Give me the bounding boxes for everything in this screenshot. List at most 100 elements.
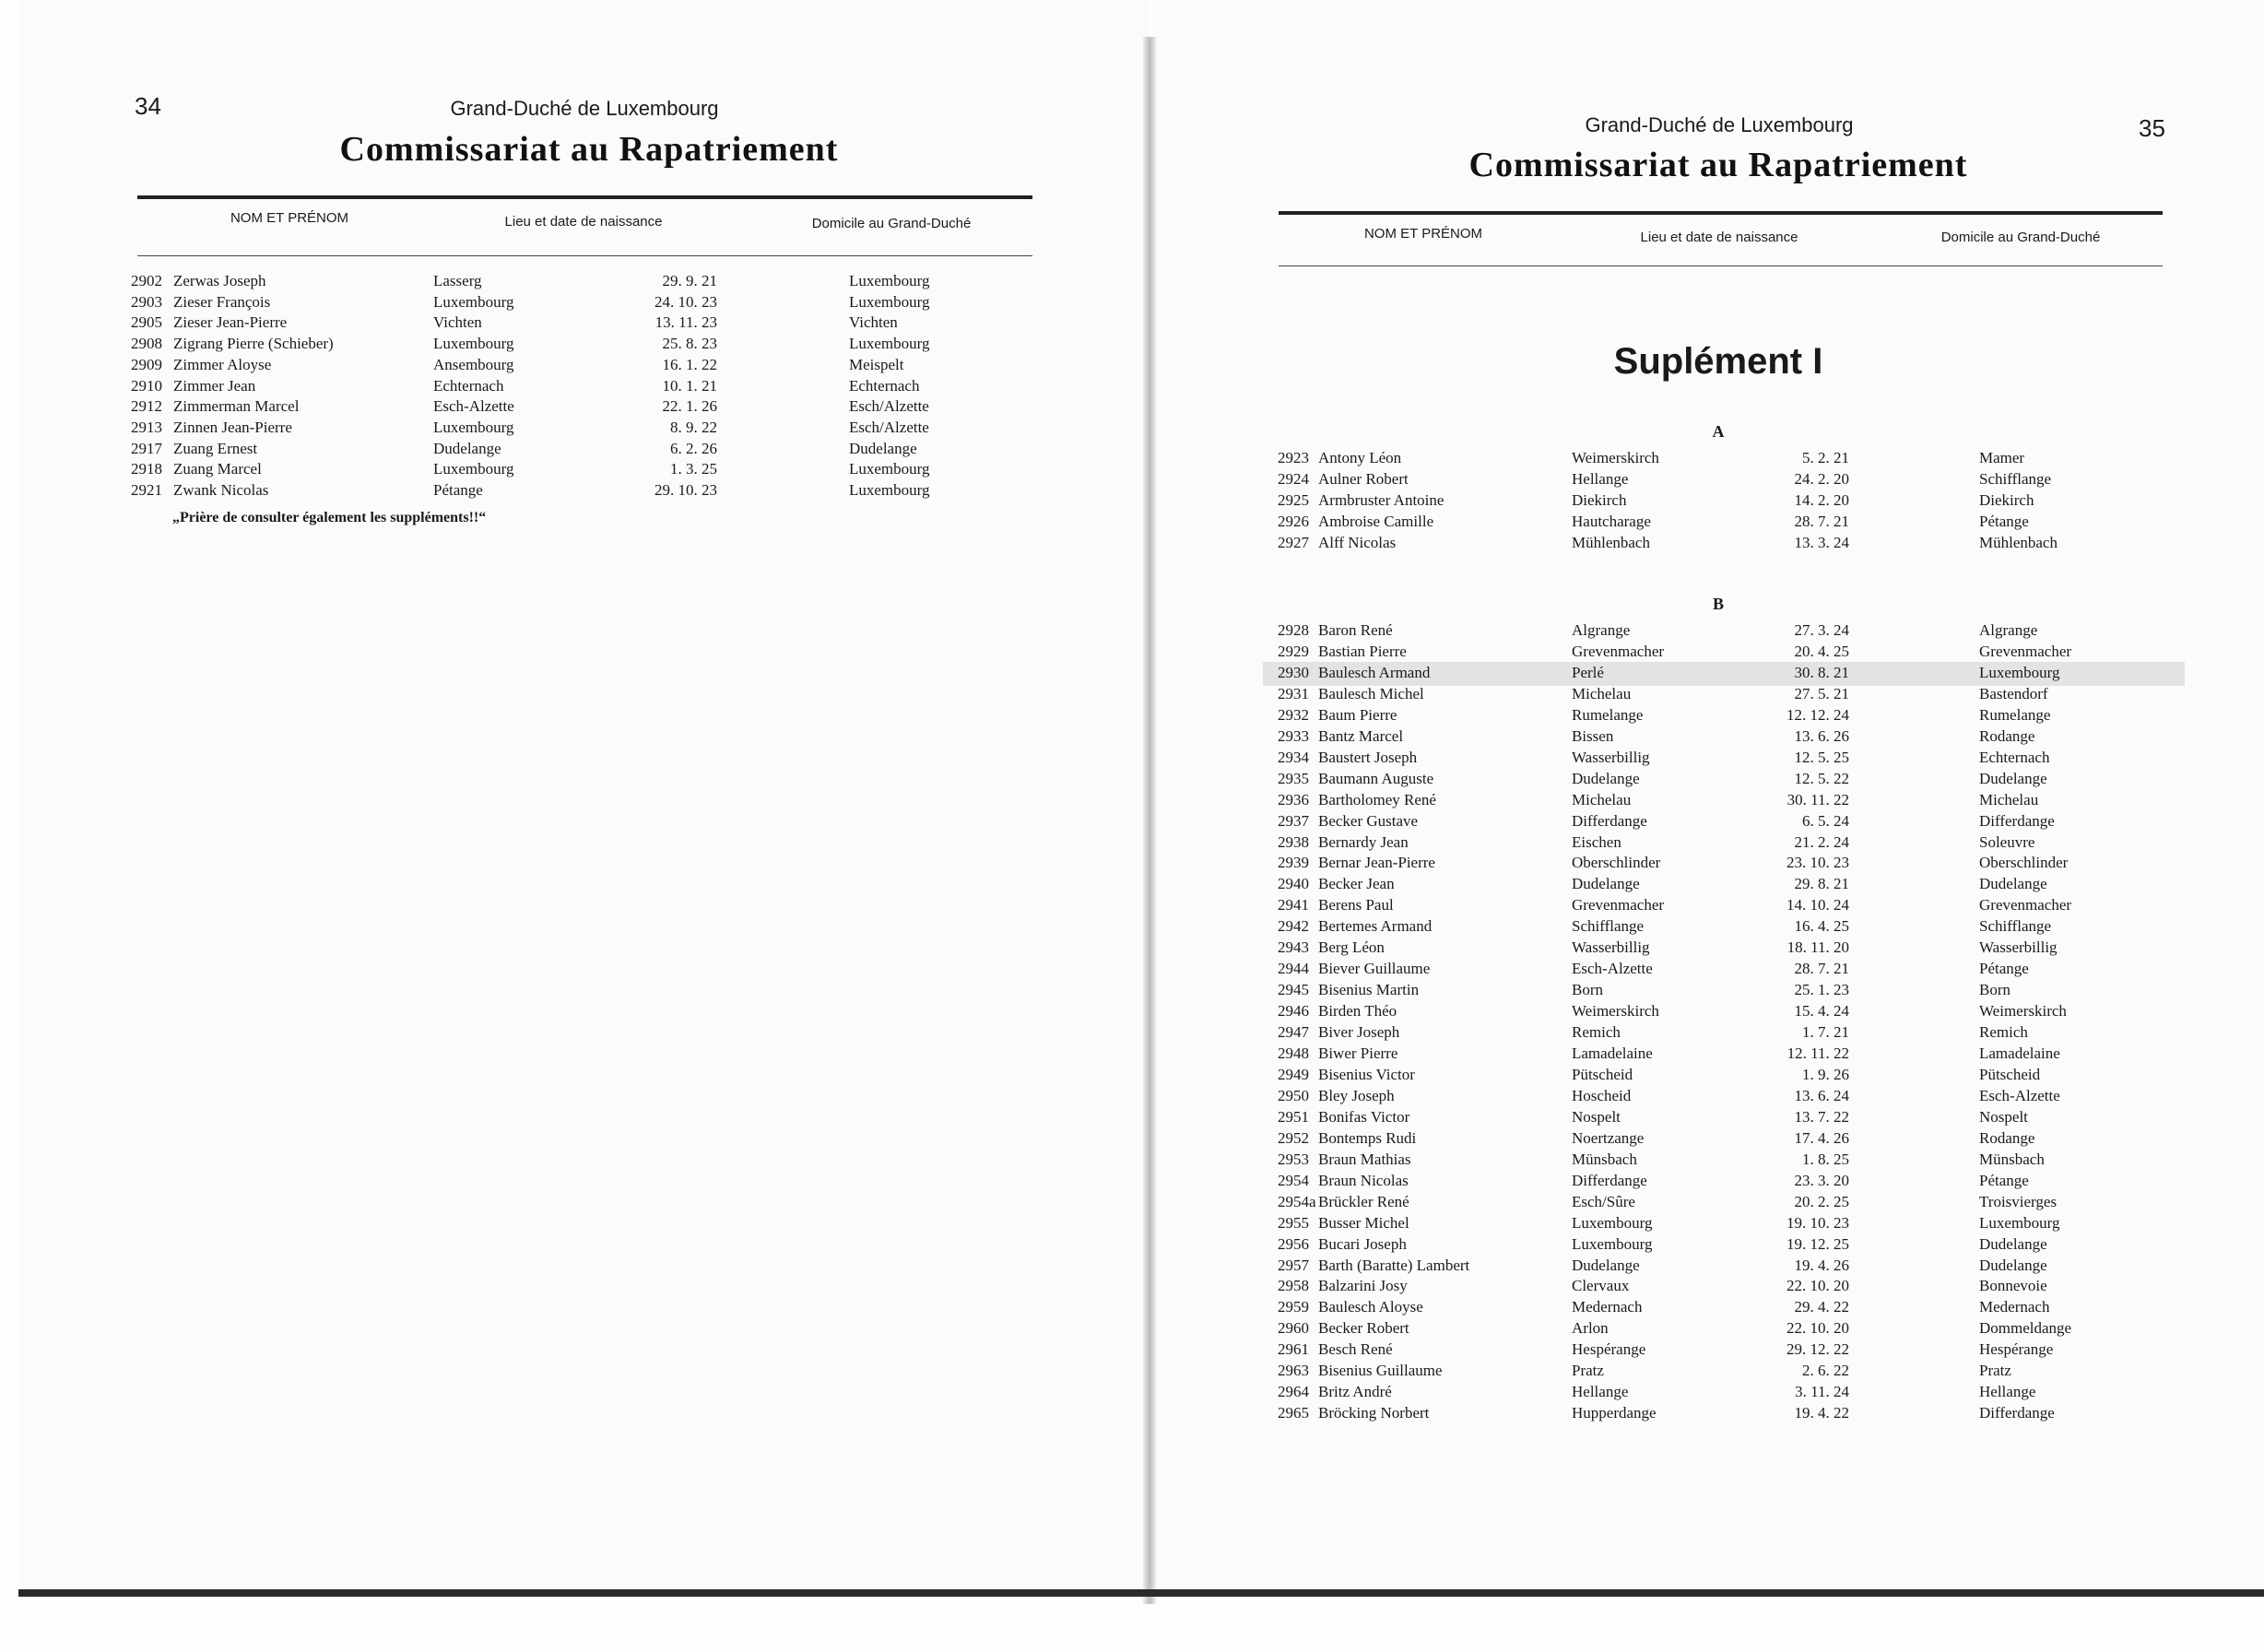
- domicile: Pütscheid: [1979, 1065, 2041, 1083]
- birth-date: 15. 4. 24: [1794, 1002, 1850, 1021]
- page-number-right: 35: [2139, 114, 2165, 142]
- domicile: Troisvierges: [1979, 1192, 2058, 1210]
- birth-date: 19. 4. 26: [1794, 1256, 1850, 1274]
- birth-date: 12. 5. 25: [1794, 748, 1850, 766]
- person-name: Britz André: [1318, 1383, 1392, 1401]
- person-name: Biwer Pierre: [1318, 1044, 1398, 1062]
- birth-date: 27. 5. 21: [1794, 684, 1850, 702]
- entry-number: 2903: [131, 292, 162, 311]
- birth-place: Differdange: [1572, 811, 1647, 830]
- person-name: Baustert Joseph: [1318, 748, 1418, 766]
- person-name: Biever Guillaume: [1318, 960, 1431, 978]
- person-name: Aulner Robert: [1318, 470, 1409, 488]
- entry-number: 2958: [1278, 1277, 1309, 1295]
- person-name: Braun Nicolas: [1318, 1171, 1409, 1189]
- birth-place: Remich: [1572, 1023, 1621, 1042]
- birth-place: Echternach: [433, 376, 504, 395]
- domicile: Rodange: [1979, 726, 2035, 745]
- col-header-birth-right: Lieu et date de naissance: [1640, 230, 1798, 245]
- person-name: Bernar Jean-Pierre: [1318, 854, 1435, 872]
- section-letter-b: B: [1712, 595, 1725, 613]
- birth-date: 17. 4. 26: [1794, 1128, 1850, 1147]
- birth-date: 25. 8. 23: [662, 335, 718, 353]
- entry-number: 2923: [1278, 449, 1309, 466]
- birth-date: 24. 10. 23: [654, 292, 717, 311]
- birth-date: 10. 1. 21: [662, 376, 718, 395]
- domicile: Rumelange: [1979, 705, 2051, 724]
- person-name: Zwank Nicolas: [173, 481, 269, 499]
- domicile: Meispelt: [849, 355, 904, 373]
- person-name: Baulesch Aloyse: [1318, 1298, 1423, 1316]
- domicile: Pétange: [1979, 1171, 2029, 1189]
- birth-place: Eischen: [1572, 832, 1621, 851]
- entry-number: 2956: [1278, 1234, 1309, 1253]
- entry-number: 2902: [131, 272, 162, 289]
- entry-number: 2929: [1278, 642, 1309, 660]
- person-name: Bontemps Rudi: [1318, 1128, 1417, 1147]
- birth-place: Weimerskirch: [1572, 449, 1659, 466]
- domicile: Soleuvre: [1979, 832, 2035, 851]
- title-left: Commissariat au Rapatriement: [339, 130, 839, 169]
- entry-number: 2965: [1278, 1404, 1309, 1422]
- entry-number: 2953: [1278, 1150, 1309, 1168]
- birth-place: Hoscheid: [1572, 1086, 1632, 1104]
- person-name: Zerwas Joseph: [173, 272, 266, 289]
- birth-date: 13. 6. 26: [1794, 726, 1850, 745]
- birth-place: Noertzange: [1572, 1128, 1645, 1147]
- birth-date: 16. 1. 22: [662, 355, 718, 373]
- person-name: Bertemes Armand: [1318, 917, 1433, 936]
- domicile: Dudelange: [1979, 1234, 2047, 1253]
- birth-place: Michelau: [1572, 684, 1632, 702]
- domicile: Dudelange: [1979, 1256, 2047, 1274]
- person-name: Bonifas Victor: [1318, 1107, 1410, 1126]
- domicile: Bonnevoie: [1979, 1277, 2047, 1295]
- birth-place: Pütscheid: [1572, 1065, 1633, 1083]
- person-name: Baulesch Michel: [1318, 684, 1424, 702]
- person-name: Bisenius Victor: [1318, 1065, 1415, 1083]
- entry-number: 2938: [1278, 832, 1309, 851]
- birth-date: 30. 8. 21: [1794, 663, 1850, 681]
- domicile: Schifflange: [1979, 917, 2052, 936]
- entry-number: 2964: [1278, 1383, 1309, 1401]
- header-rule-right: [1279, 211, 2163, 215]
- birth-date: 1. 7. 21: [1802, 1023, 1849, 1042]
- entry-number: 2925: [1278, 491, 1309, 509]
- domicile: Dudelange: [1979, 875, 2047, 893]
- person-name: Zuang Marcel: [173, 460, 262, 478]
- domicile: Dudelange: [1979, 769, 2047, 787]
- person-name: Bröcking Norbert: [1318, 1404, 1430, 1422]
- entry-number: 2948: [1278, 1044, 1309, 1062]
- birth-date: 6. 5. 24: [1802, 811, 1849, 830]
- domicile: Luxembourg: [849, 460, 930, 478]
- country-heading-right: Grand-Duché de Luxembourg: [1585, 113, 1854, 136]
- entry-number: 2910: [131, 376, 162, 395]
- birth-place: Bissen: [1572, 726, 1614, 745]
- domicile: Dommeldange: [1979, 1319, 2072, 1338]
- person-name: Bastian Pierre: [1318, 642, 1407, 660]
- birth-date: 23. 3. 20: [1794, 1171, 1850, 1189]
- person-name: Bucari Joseph: [1318, 1234, 1407, 1253]
- entry-number: 2909: [131, 355, 162, 373]
- birth-date: 1. 8. 25: [1802, 1150, 1849, 1168]
- birth-place: Pratz: [1572, 1362, 1604, 1380]
- entry-number: 2933: [1278, 726, 1309, 745]
- birth-date: 3. 11. 24: [1795, 1383, 1849, 1401]
- entry-number: 2936: [1278, 790, 1309, 808]
- birth-place: Medernach: [1572, 1298, 1643, 1316]
- person-name: Becker Gustave: [1318, 811, 1419, 830]
- col-header-name-left: NOM ET PRÉNOM: [230, 210, 349, 226]
- birth-date: 27. 3. 24: [1794, 621, 1850, 639]
- col-header-name-right: NOM ET PRÉNOM: [1363, 226, 1483, 242]
- birth-place: Hautcharage: [1572, 513, 1651, 530]
- birth-place: Vichten: [433, 313, 482, 332]
- birth-date: 28. 7. 21: [1794, 960, 1850, 978]
- birth-place: Lasserg: [433, 272, 482, 289]
- birth-place: Dudelange: [1572, 875, 1640, 893]
- entry-number: 2963: [1278, 1362, 1309, 1380]
- entry-number: 2939: [1278, 854, 1309, 872]
- birth-date: 19. 10. 23: [1786, 1213, 1849, 1232]
- entry-number: 2952: [1278, 1128, 1309, 1147]
- domicile: Mamer: [1979, 449, 2025, 466]
- person-name: Baumann Auguste: [1318, 769, 1434, 787]
- person-name: Biver Joseph: [1318, 1023, 1400, 1042]
